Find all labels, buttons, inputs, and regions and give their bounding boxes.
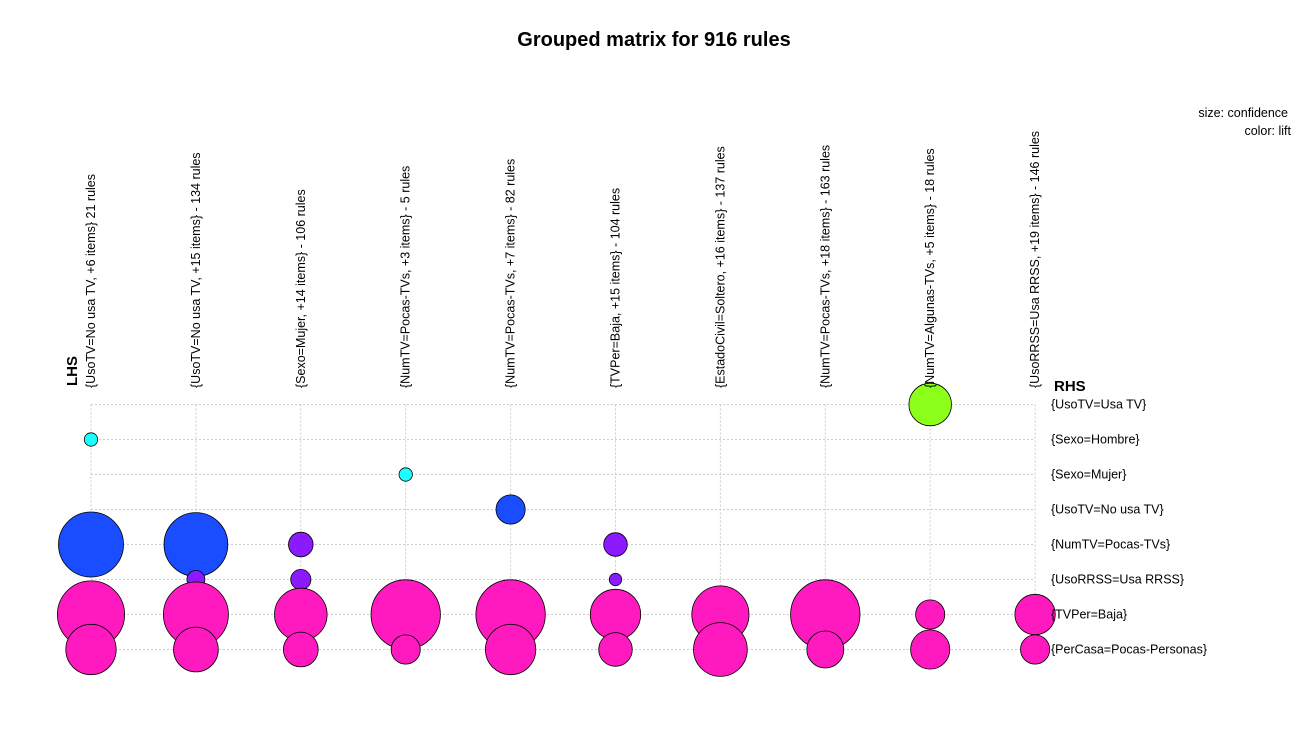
lhs-tick-label: {UsoTV=No usa TV, +6 items} 21 rules [84,174,98,388]
rule-bubble [908,382,952,427]
lhs-tick-label: {UsoTV=No usa TV, +15 items} - 134 rules [189,152,203,388]
rule-bubble [603,532,628,557]
grid [90,404,1036,650]
rule-bubble [589,588,642,641]
lhs-tick-label: {UsoRRSS=Usa RRSS, +19 items} - 146 rule… [1028,131,1042,388]
rule-bubble [1014,593,1056,636]
bubbles [57,382,1056,677]
rule-bubble [484,623,537,676]
chart-title: Grouped matrix for 916 rules [517,29,790,51]
rule-bubble [290,569,312,591]
rhs-tick-labels: {UsoTV=Usa TV} {Sexo=Hombre} {Sexo=Mujer} {… [1051,398,1207,657]
rhs-tick-label: {UsoRRSS=Usa RRSS} [1051,573,1184,587]
rule-bubble [806,630,845,669]
lhs-tick-label: {NumTV=Pocas-TVs, +3 items} - 5 rules [399,166,413,388]
rule-bubble [1020,634,1051,665]
rule-bubble [83,432,99,447]
rule-bubble [495,494,526,525]
lhs-tick-label: {EstadoCivil=Soltero, +16 items} - 137 r… [713,146,727,388]
rhs-axis-label: RHS [1054,378,1086,395]
rhs-tick-label: {NumTV=Pocas-TVs} [1051,538,1170,552]
rule-bubble [598,632,633,667]
legend-size-label: size: confidence [1198,106,1288,120]
lhs-axis-label: LHS [64,356,81,386]
rule-bubble [693,622,748,677]
lhs-tick-label: {NumTV=Pocas-TVs, +7 items} - 82 rules [504,159,518,388]
rhs-tick-label: {UsoTV=Usa TV} [1051,398,1146,412]
rule-bubble [390,634,421,665]
rhs-tick-label: {UsoTV=No usa TV} [1051,503,1164,517]
rule-bubble [163,512,229,577]
rule-bubble [398,467,413,482]
rhs-tick-label: {Sexo=Mujer} [1051,468,1126,482]
lhs-tick-label: {Sexo=Mujer, +14 items} - 106 rules [294,189,308,388]
rhs-tick-label: {TVPer=Baja} [1051,608,1127,622]
lhs-tick-label: {NumTV=Pocas-TVs, +18 items} - 163 rules [818,145,832,388]
legend-color-label: color: lift [1244,124,1291,138]
rhs-tick-label: {PerCasa=Pocas-Personas} [1051,643,1207,657]
rule-bubble [58,511,124,578]
rule-bubble [288,531,314,558]
rule-bubble [608,572,623,587]
rule-bubble [910,629,951,670]
rule-bubble [915,599,946,630]
rule-bubble [65,623,117,676]
lhs-tick-labels: {UsoTV=No usa TV, +6 items} 21 rules {Uso… [84,131,1042,388]
rule-bubble [173,626,219,673]
lhs-tick-label: {TVPer=Baja, +15 items} - 104 rules [609,188,623,388]
rule-bubble [282,631,319,668]
lhs-tick-label: {NumTV=Algunas-TVs, +5 items} - 18 rules [923,148,937,388]
rhs-tick-label: {Sexo=Hombre} [1051,433,1140,447]
